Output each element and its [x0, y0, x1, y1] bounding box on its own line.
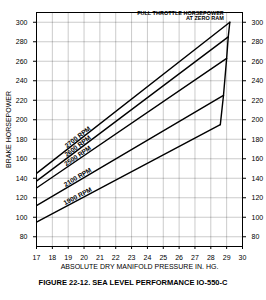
svg-text:ABSOLUTE DRY MANIFOLD PRESSURE: ABSOLUTE DRY MANIFOLD PRESSURE IN. HG.: [61, 263, 219, 270]
svg-text:25: 25: [159, 254, 167, 261]
svg-text:26: 26: [175, 254, 183, 261]
svg-text:200: 200: [252, 116, 264, 123]
svg-text:220: 220: [252, 96, 264, 103]
html-text:FIGURE 22-12. SEA LEVEL PERFOR: FIGURE 22-12. SEA LEVEL PERFORMANCE IO-5…: [38, 278, 228, 287]
svg-text:22: 22: [112, 254, 120, 261]
svg-text:280: 280: [252, 38, 264, 45]
svg-text:30: 30: [239, 254, 247, 261]
svg-text:2600 RPM: 2600 RPM: [63, 133, 92, 158]
svg-text:120: 120: [252, 194, 264, 201]
svg-text:120: 120: [16, 194, 28, 201]
svg-text:200: 200: [16, 116, 28, 123]
svg-text:28: 28: [207, 254, 215, 261]
svg-text:2500 RPM: 2500 RPM: [63, 144, 92, 167]
svg-text:240: 240: [16, 77, 28, 84]
svg-text:FULL THROTTLE HORSEPOWERAT ZER: FULL THROTTLE HORSEPOWERAT ZERO RAM: [137, 10, 224, 22]
svg-text:24: 24: [144, 254, 152, 261]
svg-text:220: 220: [16, 96, 28, 103]
svg-text:160: 160: [16, 155, 28, 162]
svg-text:80: 80: [252, 233, 260, 240]
svg-text:180: 180: [16, 135, 28, 142]
svg-text:100: 100: [16, 213, 28, 220]
svg-text:20: 20: [80, 254, 88, 261]
svg-text:260: 260: [16, 57, 28, 64]
svg-text:23: 23: [128, 254, 136, 261]
svg-text:18: 18: [48, 254, 56, 261]
svg-text:17: 17: [33, 254, 41, 261]
svg-text:240: 240: [252, 77, 264, 84]
svg-text:19: 19: [64, 254, 72, 261]
svg-text:2700 RPM: 2700 RPM: [63, 124, 92, 150]
svg-text:29: 29: [223, 254, 231, 261]
svg-text:180: 180: [252, 135, 264, 142]
svg-text:100: 100: [252, 213, 264, 220]
svg-text:280: 280: [16, 38, 28, 45]
svg-text:260: 260: [252, 57, 264, 64]
svg-text:BRAKE HORSEPOWER: BRAKE HORSEPOWER: [5, 91, 12, 168]
svg-text:300: 300: [16, 18, 28, 25]
svg-text:140: 140: [252, 174, 264, 181]
svg-text:140: 140: [16, 174, 28, 181]
svg-text:21: 21: [96, 254, 104, 261]
svg-text:160: 160: [252, 155, 264, 162]
svg-text:80: 80: [20, 233, 28, 240]
svg-text:2100 RPM: 2100 RPM: [62, 166, 92, 188]
svg-text:300: 300: [252, 18, 264, 25]
svg-text:1900 RPM: 1900 RPM: [62, 186, 92, 207]
svg-text:27: 27: [191, 254, 199, 261]
